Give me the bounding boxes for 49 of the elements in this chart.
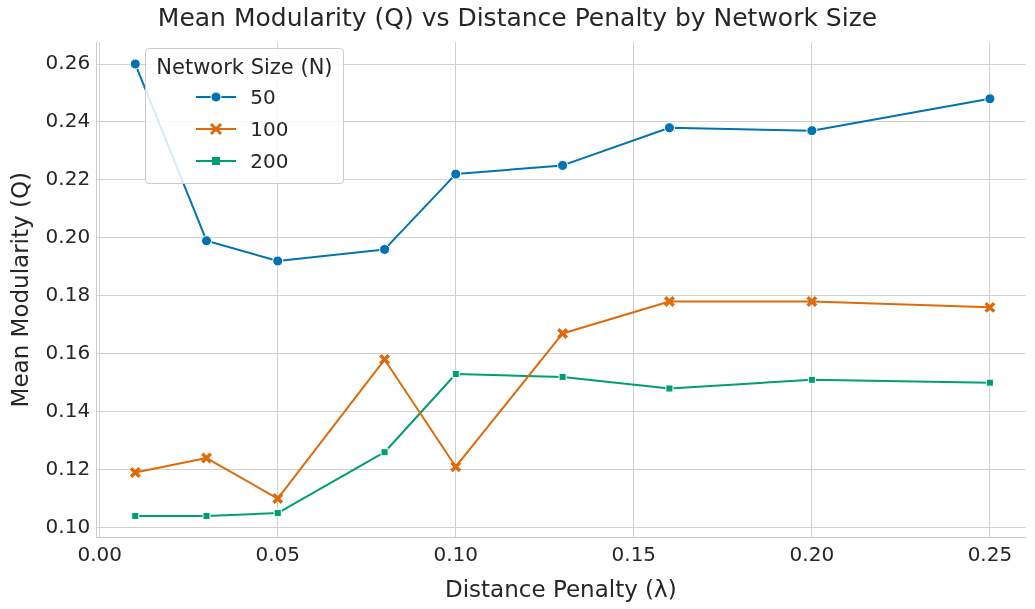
point xyxy=(663,295,676,308)
x-tick-label: 0.10 xyxy=(433,541,479,566)
legend-label: 100 xyxy=(250,117,289,141)
y-tick-label: 0.14 xyxy=(45,397,91,422)
x-tick-label: 0.25 xyxy=(967,541,1013,566)
x-tick-label: 0.05 xyxy=(255,541,300,566)
x-axis-title: Distance Penalty (λ) xyxy=(445,576,677,603)
point xyxy=(131,511,140,520)
point xyxy=(273,509,282,518)
point xyxy=(558,372,567,381)
point xyxy=(805,295,818,308)
y-tick-label: 0.24 xyxy=(45,108,91,133)
x-tick-label: 0.15 xyxy=(611,541,657,566)
point xyxy=(201,235,213,247)
legend-label: 200 xyxy=(250,149,289,173)
point xyxy=(451,369,460,379)
y-tick-label: 0.18 xyxy=(45,281,91,306)
y-tick-label: 0.16 xyxy=(45,339,91,364)
point xyxy=(380,448,389,457)
x-tick-label: 0.00 xyxy=(77,541,122,566)
y-tick-label: 0.26 xyxy=(45,50,91,75)
y-tick-label: 0.22 xyxy=(45,166,91,191)
point xyxy=(985,378,994,387)
point xyxy=(271,492,284,505)
legend-title: Network Size (N) xyxy=(156,55,333,79)
y-axis-title: Mean Modularity (Q) xyxy=(6,172,33,408)
point xyxy=(200,452,213,465)
point xyxy=(379,243,391,255)
point xyxy=(129,58,141,70)
point xyxy=(807,375,816,384)
point xyxy=(556,327,569,340)
legend-label: 50 xyxy=(250,85,276,109)
point xyxy=(557,159,569,171)
point xyxy=(450,168,462,180)
point xyxy=(129,466,142,479)
point xyxy=(806,125,818,137)
point xyxy=(663,122,675,134)
point xyxy=(983,301,996,314)
y-tick-label: 0.10 xyxy=(45,513,91,538)
x-tick-label: 0.20 xyxy=(789,541,835,566)
point xyxy=(449,460,462,473)
point xyxy=(202,511,211,520)
y-tick-label: 0.20 xyxy=(45,224,91,249)
point xyxy=(984,93,996,105)
point xyxy=(378,353,391,366)
chart-title: Mean Modularity (Q) vs Distance Penalty by Network Size xyxy=(157,2,878,32)
y-tick-label: 0.12 xyxy=(45,455,91,480)
point xyxy=(272,255,284,267)
point xyxy=(665,384,674,393)
